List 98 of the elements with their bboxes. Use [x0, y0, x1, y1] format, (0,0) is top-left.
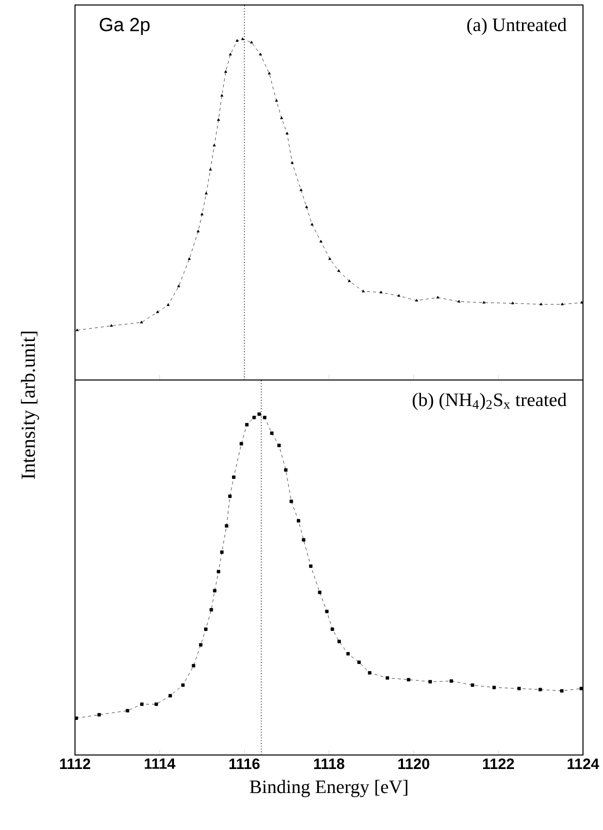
- point: [217, 118, 220, 121]
- point: [290, 161, 294, 164]
- point: [140, 320, 144, 324]
- point: [177, 284, 180, 288]
- point: [328, 257, 332, 260]
- point: [492, 686, 496, 690]
- point: [380, 290, 383, 294]
- point: [245, 422, 249, 426]
- point: [302, 538, 306, 542]
- x-tick-label: 1124: [568, 758, 600, 769]
- point: [199, 643, 203, 647]
- point: [458, 300, 461, 303]
- point: [236, 39, 239, 42]
- point: [398, 294, 401, 297]
- point: [268, 72, 272, 74]
- point: [220, 94, 224, 97]
- x-axis-title: Binding Energy [eV]: [250, 780, 408, 798]
- point: [259, 52, 262, 56]
- point: [362, 290, 366, 292]
- point: [210, 608, 214, 612]
- x-tick-label: 1118: [314, 758, 345, 770]
- point: [560, 689, 564, 693]
- point: [217, 570, 220, 574]
- point: [540, 302, 543, 306]
- point: [204, 628, 208, 631]
- point: [156, 310, 160, 314]
- point: [166, 303, 170, 306]
- point: [263, 416, 267, 420]
- point: [330, 628, 334, 631]
- point: [560, 302, 564, 306]
- point: [358, 660, 361, 664]
- point: [275, 99, 278, 102]
- point: [300, 188, 303, 192]
- y-axis-title: Intensity [arb.unit]: [21, 332, 40, 479]
- point: [346, 652, 350, 656]
- text: Ga 2p: [100, 18, 150, 36]
- point: [229, 52, 232, 56]
- point: [98, 713, 102, 716]
- point: [188, 257, 192, 260]
- point: [270, 431, 274, 435]
- point: [278, 444, 281, 448]
- point: [318, 590, 322, 594]
- point: [280, 116, 284, 120]
- point: [224, 70, 228, 73]
- point: [320, 240, 323, 243]
- point: [482, 300, 486, 304]
- point: [258, 412, 262, 416]
- point: [415, 298, 418, 302]
- point: [368, 671, 372, 675]
- point: [240, 442, 244, 446]
- point: [250, 40, 254, 44]
- point: [450, 679, 454, 683]
- point: [110, 324, 114, 327]
- point: [154, 702, 158, 706]
- point: [181, 683, 185, 687]
- point: [310, 222, 314, 226]
- point: [76, 328, 79, 332]
- point: [511, 302, 514, 304]
- point: [284, 468, 288, 472]
- point: [213, 588, 217, 592]
- point: [337, 269, 340, 272]
- point: [204, 192, 208, 194]
- point: [220, 550, 224, 554]
- point: [196, 230, 200, 232]
- point: [538, 688, 542, 692]
- text: (a) Untreated: [467, 18, 567, 36]
- point: [518, 686, 521, 690]
- x-tick-label: 1122: [483, 758, 514, 769]
- point: [407, 678, 411, 682]
- point: [338, 640, 342, 644]
- point: [126, 708, 130, 712]
- point: [225, 524, 228, 528]
- point: [471, 683, 474, 687]
- point: [286, 132, 289, 134]
- x-tick-label: 1114: [145, 758, 176, 769]
- point: [297, 519, 300, 522]
- point: [348, 279, 352, 282]
- text: (b) (NH$_{4}$)$_{2}$S$_{x}$ treated: [412, 392, 567, 410]
- point: [140, 702, 144, 706]
- point: [232, 475, 236, 479]
- point: [386, 676, 390, 680]
- point: [213, 144, 216, 146]
- point: [309, 564, 313, 568]
- point: [325, 610, 329, 614]
- point: [436, 296, 440, 298]
- x-tick-label: 1112: [60, 758, 90, 769]
- x-tick-label: 1120: [398, 758, 430, 770]
- point: [200, 212, 204, 216]
- point: [192, 664, 196, 668]
- point: [305, 205, 308, 208]
- point: [428, 680, 432, 684]
- point: [252, 416, 256, 420]
- x-tick-label: 1116: [230, 758, 260, 770]
- point: [209, 168, 212, 171]
- point: [168, 694, 172, 698]
- point: [290, 500, 294, 504]
- point: [228, 494, 232, 498]
- point: [241, 37, 244, 40]
